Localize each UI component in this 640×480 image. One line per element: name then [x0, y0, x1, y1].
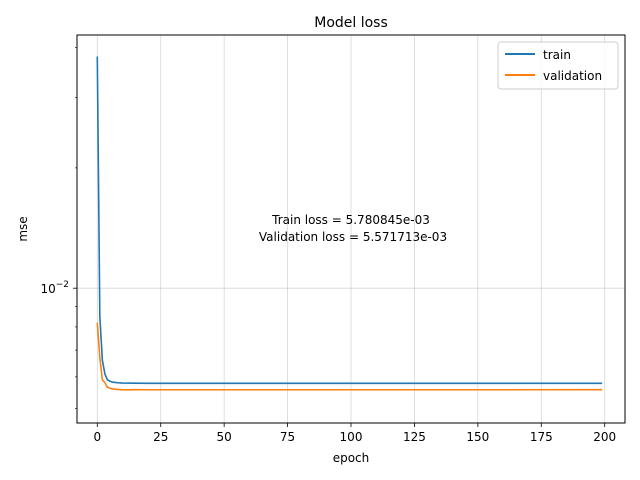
y-axis-label: mse: [16, 216, 30, 241]
x-tick-label: 25: [153, 430, 168, 444]
annotation-train-loss: Train loss = 5.780845e-03: [271, 213, 430, 227]
chart-title: Model loss: [314, 15, 388, 31]
x-tick-label: 200: [593, 430, 616, 444]
plot-lines: [96, 56, 603, 391]
legend-label-train: train: [543, 48, 571, 62]
x-tick-label: 50: [217, 430, 232, 444]
y-axis-ticks: 10−2: [40, 47, 77, 409]
annotation-validation-loss: Validation loss = 5.571713e-03: [259, 230, 447, 244]
x-tick-label: 100: [340, 430, 363, 444]
legend: train validation: [497, 41, 619, 90]
grid: [77, 35, 625, 423]
x-tick-label: 75: [280, 430, 295, 444]
x-tick-label: 125: [403, 430, 426, 444]
x-axis-label: epoch: [333, 451, 370, 465]
legend-label-validation: validation: [543, 69, 602, 83]
y-tick-label: 10−2: [40, 280, 69, 296]
x-tick-label: 150: [466, 430, 489, 444]
series-line-validation: [96, 322, 603, 391]
x-tick-label: 0: [93, 430, 101, 444]
x-axis-ticks: 0 25 50 75 100 125 150 175 200: [93, 423, 616, 444]
annotation: Train loss = 5.780845e-03 Validation los…: [259, 213, 447, 244]
x-tick-label: 175: [530, 430, 553, 444]
series-line-train: [96, 56, 603, 385]
